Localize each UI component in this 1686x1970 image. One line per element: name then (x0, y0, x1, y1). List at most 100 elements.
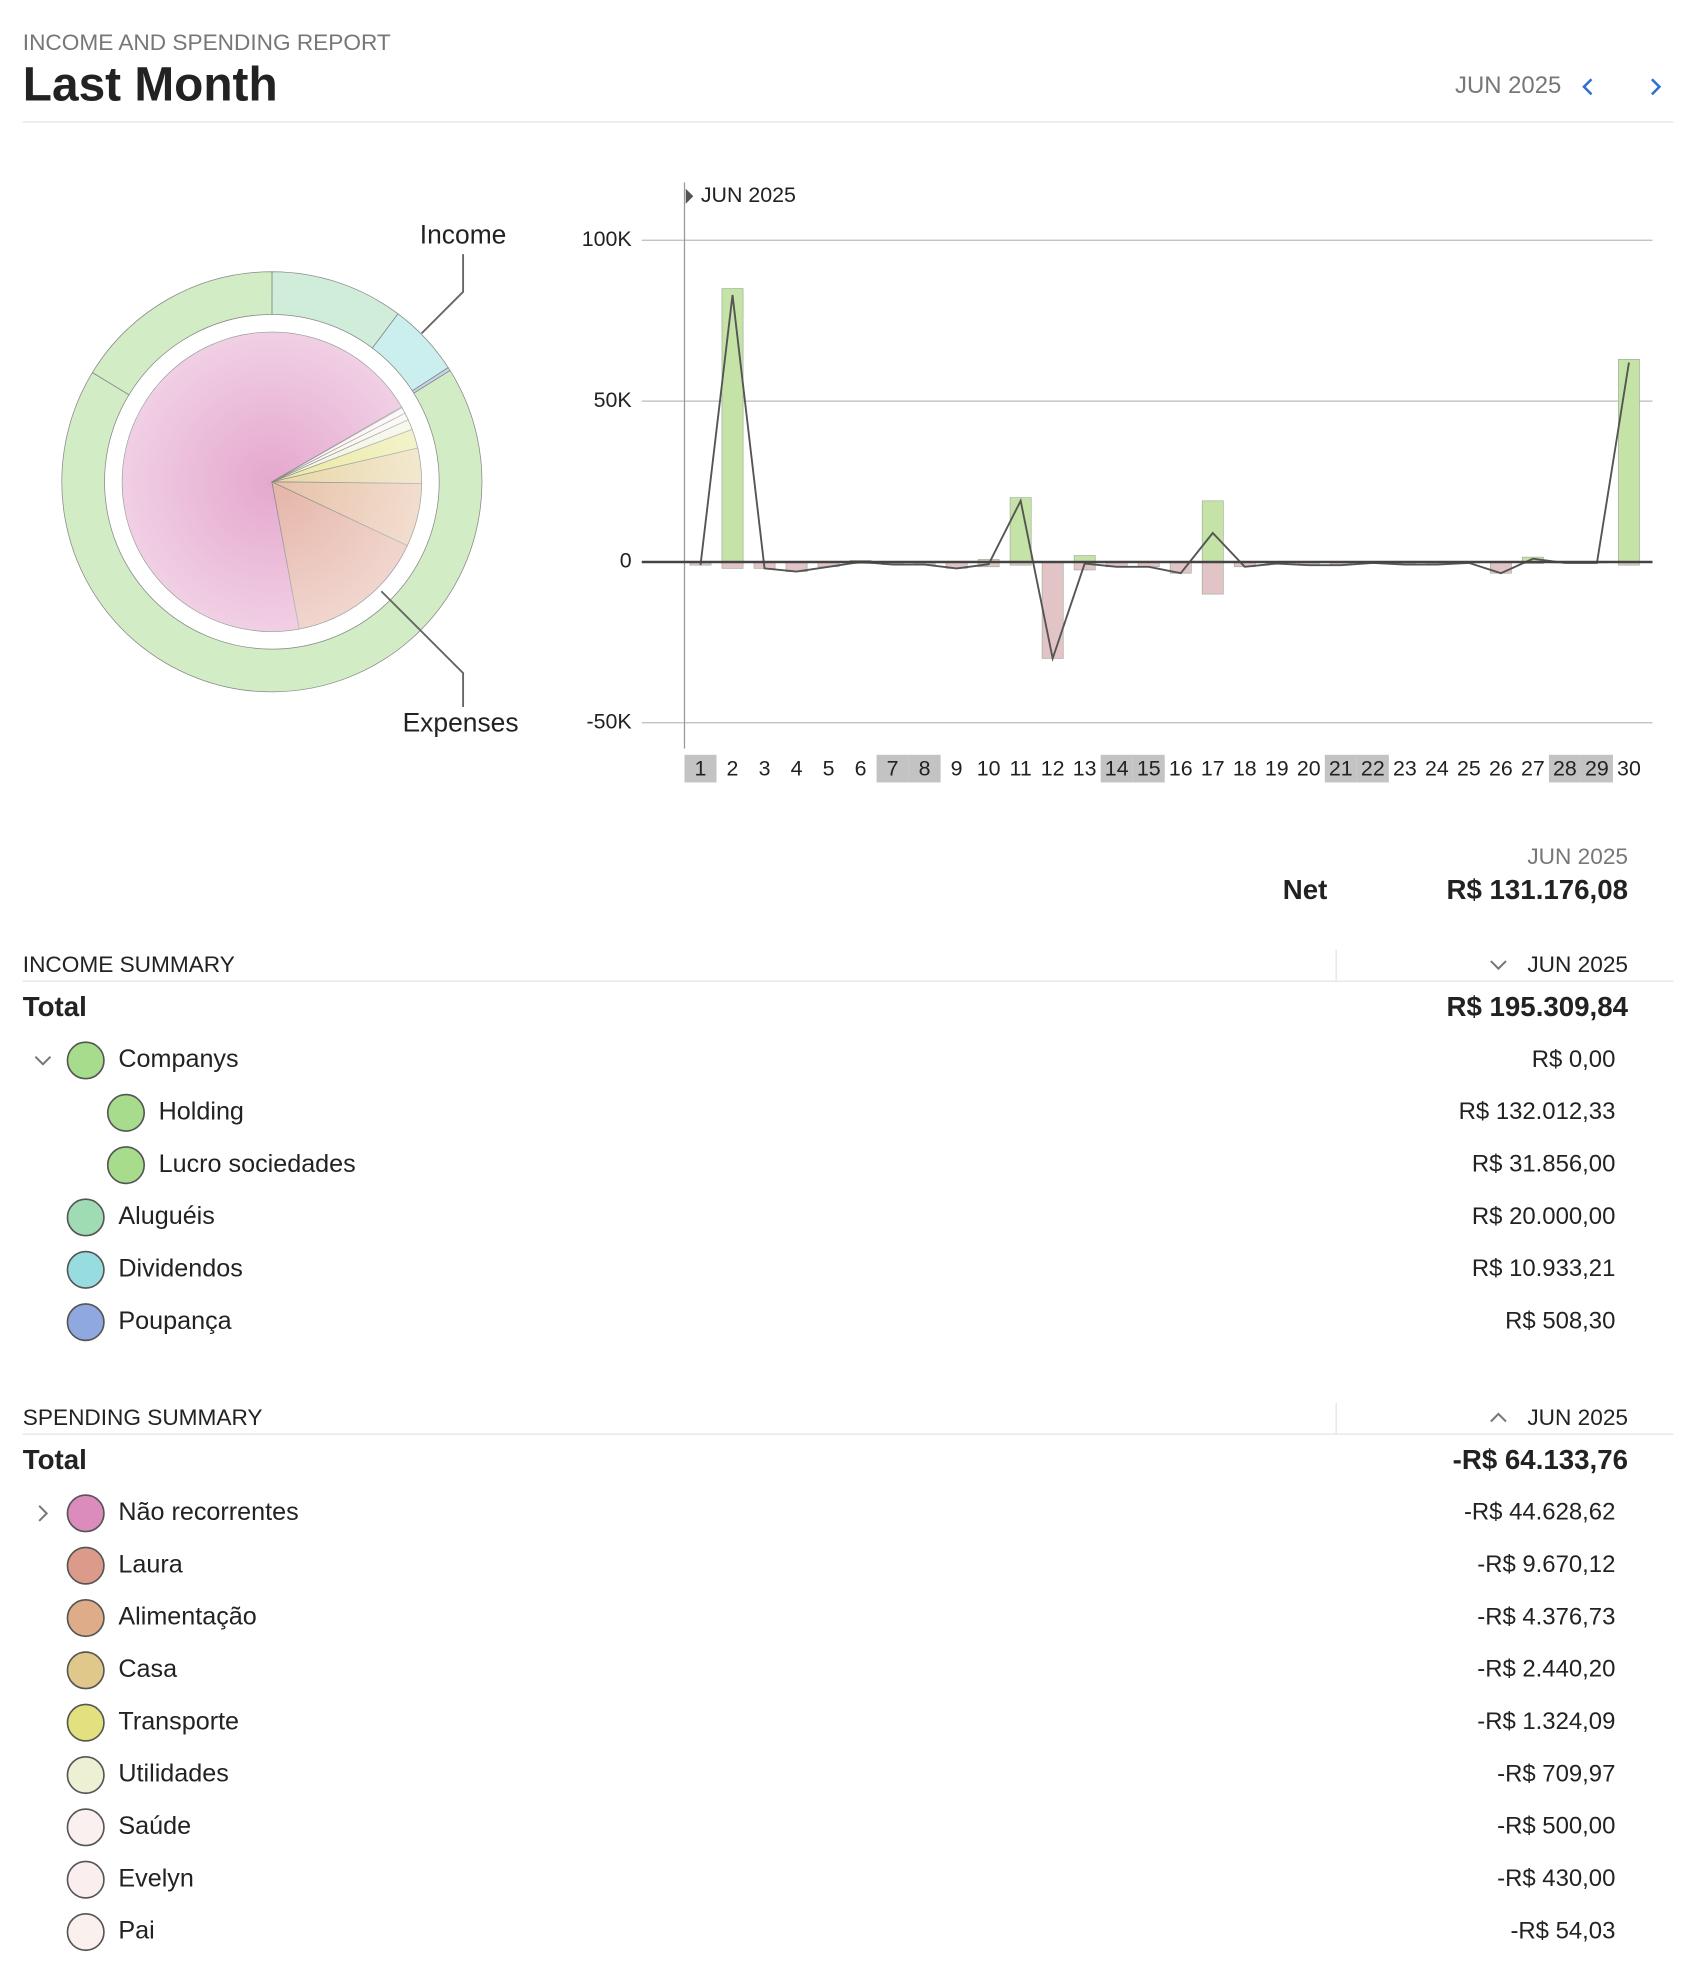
expand-toggle[interactable] (38, 1505, 49, 1522)
category-name: Aluguéis (118, 1202, 214, 1230)
x-tick-label: 15 (1137, 757, 1161, 781)
next-period[interactable] (1650, 78, 1662, 96)
weekend-highlight (1132, 754, 1165, 783)
x-tick-label: 5 (823, 757, 835, 781)
x-tick-label: 13 (1073, 757, 1097, 781)
net-line (699, 294, 1630, 663)
prev-period[interactable] (1582, 78, 1593, 96)
x-tick-label: 16 (1169, 757, 1193, 781)
x-tick-label: 23 (1393, 757, 1417, 781)
x-tick-label: 11 (1010, 757, 1032, 781)
category-value: -R$ 709,97 (1497, 1760, 1615, 1787)
income-callout (420, 254, 465, 335)
category-name: Utilidades (118, 1760, 228, 1788)
bar (1201, 561, 1224, 595)
x-tick-label: 2 (727, 757, 739, 781)
summary-period: JUN 2025 (1527, 1405, 1628, 1430)
category-swatch (106, 1146, 146, 1185)
category-value: R$ 508,30 (1505, 1307, 1615, 1334)
total-label: Total (23, 991, 87, 1022)
weekend-highlight (1100, 754, 1133, 783)
x-tick-label: 27 (1521, 757, 1545, 781)
y-tick-label: 100K (582, 227, 633, 251)
bar (1041, 561, 1064, 659)
category-swatch (106, 1093, 146, 1132)
expand-toggle[interactable] (34, 1055, 52, 1066)
category-value: -R$ 9.670,12 (1477, 1551, 1615, 1578)
category-name: Evelyn (118, 1864, 193, 1892)
report-kicker: INCOME AND SPENDING REPORT (23, 30, 391, 55)
category-name: Poupança (118, 1307, 231, 1335)
summaries: INCOME SUMMARY JUN 2025 Total R$ 195.309,84… (22, 949, 1674, 1952)
category-swatch (66, 1755, 105, 1795)
category-swatch (66, 1808, 105, 1847)
x-tick-label: 20 (1297, 757, 1321, 781)
expenses-callout (380, 590, 465, 707)
x-tick-label: 28 (1553, 757, 1577, 781)
category-value: -R$ 1.324,09 (1477, 1708, 1615, 1735)
net-period: JUN 2025 (1527, 844, 1628, 869)
category-value: R$ 20.000,00 (1472, 1203, 1615, 1230)
bar (721, 288, 744, 563)
category-name: Laura (118, 1550, 182, 1578)
x-tick-label: 30 (1617, 757, 1641, 781)
summary-period: JUN 2025 (1527, 952, 1628, 977)
income-label: Income (420, 219, 507, 249)
category-name: Alimentação (118, 1603, 256, 1631)
category-value: R$ 0,00 (1532, 1046, 1616, 1073)
category-name: Saúde (118, 1812, 191, 1840)
x-tick-label: 17 (1201, 757, 1225, 781)
x-tick-label: 10 (977, 757, 1001, 781)
period-marker-icon (685, 188, 694, 204)
category-swatch (66, 1651, 105, 1690)
weekend-highlight (1580, 754, 1613, 783)
category-value: R$ 10.933,21 (1472, 1255, 1615, 1282)
report-title: Last Month (23, 59, 278, 112)
sort-indicator[interactable] (1490, 1412, 1507, 1423)
category-swatch (66, 1041, 105, 1080)
x-tick-label: 26 (1489, 757, 1513, 781)
category-value: -R$ 500,00 (1497, 1813, 1615, 1840)
net-value: R$ 131.176,08 (1447, 874, 1628, 905)
sort-indicator[interactable] (1490, 960, 1507, 971)
category-swatch (66, 1546, 105, 1585)
category-value: R$ 31.856,00 (1472, 1150, 1615, 1177)
income-segment (61, 369, 483, 693)
x-tick-label: 24 (1425, 757, 1449, 781)
x-tick-label: 9 (951, 757, 963, 781)
category-swatch (66, 1198, 105, 1237)
x-tick-label: 6 (855, 757, 867, 781)
pie-sheen (122, 332, 422, 632)
weekend-highlight (1356, 754, 1389, 783)
x-tick-label: 4 (791, 757, 803, 781)
income-segment (411, 367, 451, 394)
category-value: -R$ 54,03 (1510, 1917, 1615, 1944)
bar (1201, 500, 1224, 563)
x-tick-label: 29 (1585, 757, 1609, 781)
weekend-highlight (908, 754, 941, 783)
period-label: JUN 2025 (1455, 72, 1561, 99)
bar (1009, 497, 1032, 563)
category-name: Casa (118, 1655, 177, 1683)
x-tick-label: 25 (1457, 757, 1481, 781)
period-marker: JUN 2025 (701, 183, 796, 207)
category-name: Não recorrentes (118, 1498, 298, 1526)
category-value: -R$ 4.376,73 (1477, 1603, 1615, 1630)
category-swatch (66, 1912, 105, 1952)
summary-title: INCOME SUMMARY (23, 952, 235, 977)
category-swatch (66, 1303, 105, 1342)
category-swatch (66, 1860, 105, 1899)
category-name: Pai (118, 1917, 154, 1945)
category-value: -R$ 44.628,62 (1464, 1499, 1615, 1526)
category-name: Lucro sociedades (159, 1150, 356, 1178)
x-tick-label: 7 (887, 757, 899, 781)
total-value: R$ 195.309,84 (1447, 991, 1629, 1022)
category-value: -R$ 430,00 (1497, 1865, 1615, 1892)
category-name: Holding (159, 1097, 244, 1125)
x-tick-label: 18 (1233, 757, 1257, 781)
x-tick-label: 14 (1105, 757, 1129, 781)
summary-title: SPENDING SUMMARY (23, 1405, 263, 1430)
total-value: -R$ 64.133,76 (1453, 1444, 1628, 1475)
